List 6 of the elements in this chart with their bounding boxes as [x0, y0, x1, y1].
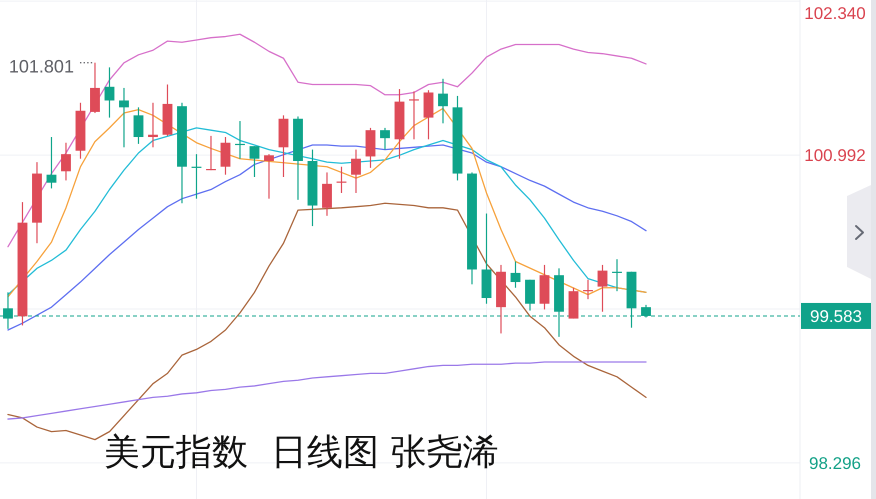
y-tick-label: 98.296: [809, 454, 861, 474]
y-tick-label: 102.340: [804, 4, 866, 24]
y-tick-label: 100.992: [804, 146, 866, 166]
annotation: 101.801: [8, 56, 74, 77]
text: 美元指数 日线图 张尧浠: [104, 432, 498, 473]
ref-line-label: 99.583: [810, 307, 862, 326]
